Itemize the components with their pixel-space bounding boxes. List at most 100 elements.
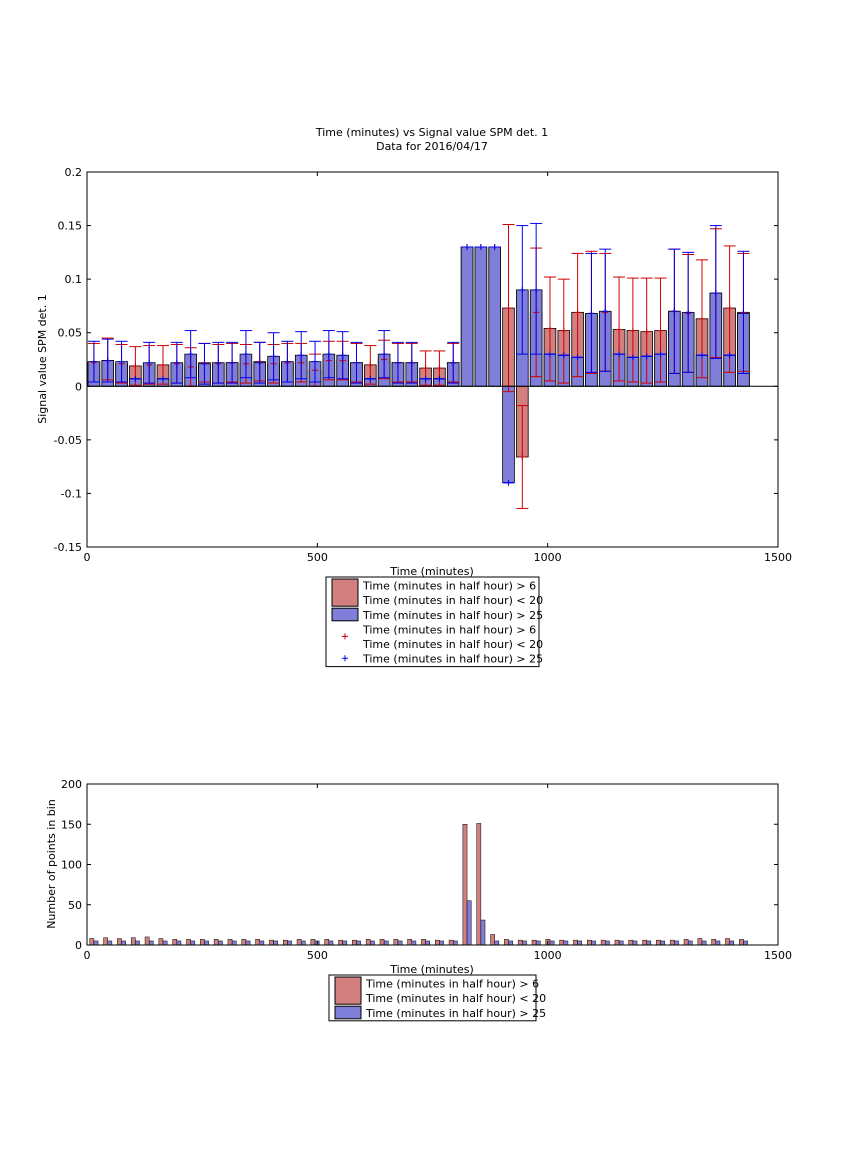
data-marker bbox=[533, 286, 540, 293]
count-bar bbox=[628, 939, 634, 946]
count-bar bbox=[549, 940, 555, 946]
data-marker bbox=[629, 327, 636, 334]
bar bbox=[474, 246, 488, 387]
count-bar bbox=[393, 939, 399, 946]
data-marker bbox=[588, 310, 595, 317]
data-marker bbox=[464, 244, 471, 250]
count-bar bbox=[656, 939, 661, 946]
x-axis-label: Time (minutes) bbox=[389, 565, 474, 578]
data-marker bbox=[160, 361, 167, 368]
data-marker bbox=[312, 358, 319, 365]
count-bar bbox=[452, 940, 458, 946]
count-bar bbox=[296, 939, 302, 946]
legend-label: Time (minutes in half hour) > 25 bbox=[362, 609, 543, 622]
count-bar bbox=[144, 936, 150, 946]
count-bar bbox=[711, 939, 717, 946]
y-axis-label: Number of points in bin bbox=[45, 799, 58, 929]
legend-box bbox=[328, 974, 537, 1022]
data-marker bbox=[146, 359, 153, 366]
y-axis-label: Signal value SPM det. 1 bbox=[36, 294, 49, 424]
count-bar bbox=[508, 940, 513, 946]
count-bar bbox=[397, 940, 403, 946]
count-bar bbox=[241, 939, 247, 946]
y-tick-label: 0.1 bbox=[65, 273, 83, 286]
data-marker bbox=[215, 359, 222, 366]
count-bar bbox=[618, 940, 624, 946]
data-marker bbox=[657, 351, 664, 358]
data-marker bbox=[546, 325, 553, 332]
count-bar bbox=[591, 940, 596, 946]
legend-swatch bbox=[331, 578, 359, 607]
count-bar bbox=[480, 919, 486, 946]
data-marker bbox=[574, 309, 581, 316]
bar bbox=[460, 246, 474, 387]
data-marker bbox=[505, 479, 512, 486]
legend-label: Time (minutes in half hour) < 20 bbox=[365, 992, 546, 1005]
data-marker bbox=[408, 359, 415, 366]
count-bar bbox=[600, 939, 606, 946]
x-tick-label: 500 bbox=[307, 949, 328, 962]
signal-chart: Time (minutes) vs Signal value SPM det. … bbox=[36, 126, 792, 668]
count-bar bbox=[687, 940, 693, 946]
bar bbox=[502, 385, 515, 484]
count-bar bbox=[411, 940, 417, 946]
count-bar bbox=[660, 940, 665, 946]
legend-label: Time (minutes in half hour) > 25 bbox=[362, 653, 543, 666]
data-marker bbox=[726, 352, 733, 359]
count-bar bbox=[573, 939, 578, 946]
data-marker bbox=[132, 375, 139, 382]
y-tick-label: 200 bbox=[61, 778, 82, 791]
count-bar bbox=[300, 940, 306, 946]
data-marker bbox=[339, 352, 346, 359]
count-bar bbox=[338, 939, 343, 946]
data-marker bbox=[422, 375, 429, 382]
count-bar bbox=[448, 939, 454, 946]
count-bar bbox=[352, 939, 357, 946]
data-marker bbox=[422, 365, 429, 372]
count-bar bbox=[204, 940, 209, 946]
plot-frame bbox=[86, 783, 779, 946]
count-bar bbox=[614, 939, 620, 946]
count-bar bbox=[255, 939, 261, 946]
count-bar bbox=[646, 940, 652, 946]
data-marker bbox=[643, 353, 650, 360]
data-marker bbox=[367, 375, 374, 382]
y-tick-label: 0.2 bbox=[65, 166, 83, 179]
count-bar bbox=[186, 939, 191, 946]
legend-swatch bbox=[334, 976, 362, 1005]
y-tick-label: -0.05 bbox=[54, 434, 82, 447]
count-bar bbox=[121, 940, 126, 946]
data-marker bbox=[436, 375, 443, 382]
data-marker bbox=[602, 308, 609, 315]
legend-marker bbox=[342, 655, 348, 662]
count-bar bbox=[324, 939, 330, 946]
data-marker bbox=[118, 358, 125, 365]
data-marker bbox=[256, 359, 263, 366]
data-marker bbox=[657, 327, 664, 334]
count-bar bbox=[135, 940, 140, 946]
y-tick-label: 150 bbox=[61, 818, 82, 831]
data-marker bbox=[698, 315, 705, 322]
count-bar bbox=[425, 940, 430, 946]
count-bar bbox=[370, 940, 375, 946]
count-bar bbox=[282, 939, 288, 946]
count-bar bbox=[259, 940, 265, 946]
signal-error-bars bbox=[87, 222, 750, 509]
data-marker bbox=[616, 326, 623, 333]
count-bar bbox=[89, 938, 95, 946]
data-marker bbox=[560, 327, 567, 334]
axis-ticks: 0 500 1000 1500 0 50 100 150 200 bbox=[61, 778, 792, 962]
count-bar bbox=[269, 939, 274, 946]
x-tick-label: 1500 bbox=[764, 949, 792, 962]
data-marker bbox=[698, 352, 705, 359]
count-bar bbox=[605, 940, 610, 946]
count-bar bbox=[563, 940, 569, 946]
legend-swatch bbox=[331, 607, 359, 622]
data-marker bbox=[616, 351, 623, 358]
data-marker bbox=[381, 351, 388, 358]
count-bar bbox=[729, 940, 735, 946]
signal-bars bbox=[87, 246, 750, 484]
count-bar bbox=[559, 939, 565, 946]
chart-title: Time (minutes) vs Signal value SPM det. … bbox=[315, 126, 548, 139]
